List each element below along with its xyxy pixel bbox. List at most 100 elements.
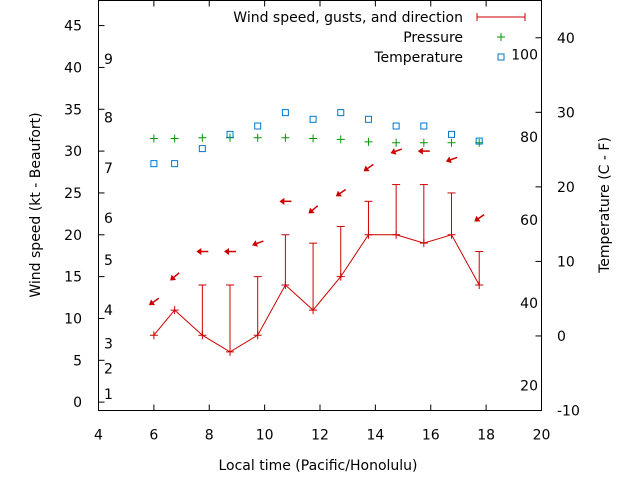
wind-arrow — [390, 148, 403, 155]
wind-arrow — [363, 163, 374, 172]
wind-direction-arrows — [148, 147, 485, 306]
wind-speed-point — [281, 280, 290, 289]
wind-speed-point — [170, 306, 179, 315]
wind-arrow — [252, 240, 264, 247]
wind-arrow — [148, 297, 160, 306]
wind-speed-point — [392, 230, 401, 239]
temperature-point — [448, 130, 456, 138]
wind-arrow-head — [148, 299, 156, 306]
x-tick-label: 6 — [149, 428, 158, 444]
pressure-point — [336, 135, 345, 144]
fahrenheit-tick-label: 80 — [520, 130, 538, 146]
wind-arrow-head — [224, 248, 230, 256]
wind-arrow — [279, 197, 292, 205]
x-tick-label: 12 — [311, 428, 329, 444]
celsius-tick-label: 40 — [557, 31, 575, 47]
y-tick-label: 25 — [64, 186, 82, 202]
right-celsius-labels: -10 0 10 20 30 40 — [557, 31, 580, 420]
x-tick-label: 8 — [205, 428, 214, 444]
temperature-point — [171, 160, 179, 168]
legend-label-pressure: Pressure — [403, 30, 463, 46]
beaufort-label: 9 — [104, 52, 113, 68]
fahrenheit-tick-label: 20 — [520, 379, 538, 395]
beaufort-label: 3 — [104, 337, 113, 353]
temperature-point — [420, 122, 428, 130]
x-axis-label: Local time (Pacific/Honolulu) — [218, 458, 417, 474]
wind-series — [149, 184, 484, 356]
x-tick-label: 14 — [366, 428, 384, 444]
wind-arrow — [196, 248, 209, 256]
x-tick-label: 18 — [477, 428, 495, 444]
beaufort-label: 2 — [104, 362, 113, 378]
y-tick-label: 35 — [64, 102, 82, 118]
legend-symbol-pressure — [497, 33, 505, 41]
wind-arrow — [417, 147, 430, 155]
legend: Wind speed, gusts, and direction Pressur… — [233, 10, 526, 66]
y-tick-label: 15 — [64, 270, 82, 286]
wind-arrow-head — [474, 215, 481, 222]
wind-arrow-head — [308, 207, 315, 214]
wind-arrow — [335, 188, 347, 197]
wind-arrow — [170, 272, 180, 281]
y-tick-label: 30 — [64, 144, 82, 160]
pressure-point — [170, 134, 179, 143]
pressure-point — [253, 133, 262, 142]
fahrenheit-tick-label: 100 — [511, 47, 538, 63]
y-tick-labels: 0 5 10 15 20 25 30 35 40 45 — [64, 19, 82, 412]
fahrenheit-tick-label: 60 — [520, 213, 538, 229]
celsius-tick-label: 0 — [557, 329, 566, 345]
temperature-series — [150, 109, 483, 168]
wind-arrow-head — [417, 147, 423, 155]
temperature-point — [337, 109, 345, 117]
plot-frame — [98, 0, 542, 411]
legend-symbols — [476, 13, 526, 61]
pressure-series — [149, 133, 484, 147]
beaufort-label: 4 — [104, 303, 113, 319]
legend-label-wind: Wind speed, gusts, and direction — [233, 10, 463, 26]
beaufort-label: 1 — [104, 387, 113, 403]
pressure-point — [419, 138, 428, 147]
x-tick-label: 16 — [422, 428, 440, 444]
pressure-point — [447, 138, 456, 147]
x-tick-label: 4 — [94, 428, 103, 444]
y-tick-label: 20 — [64, 228, 82, 244]
pressure-point — [392, 138, 401, 147]
wind-speed-point — [253, 331, 262, 340]
wind-speed-point — [364, 230, 373, 239]
wind-speed-point — [309, 306, 318, 315]
wind-arrow-head — [252, 240, 258, 247]
temperature-point — [392, 122, 400, 130]
wind-arrow-head — [279, 197, 285, 205]
temperature-point — [475, 137, 483, 145]
wind-speed-point — [419, 239, 428, 248]
celsius-tick-label: 20 — [557, 180, 575, 196]
beaufort-labels: 1 2 3 4 5 6 7 8 9 — [104, 52, 113, 403]
pressure-point — [309, 134, 318, 143]
temperature-point — [226, 130, 234, 138]
temperature-point — [309, 115, 317, 123]
pressure-point — [364, 137, 373, 146]
y-tick-label: 0 — [73, 395, 82, 411]
wind-arrow-head — [363, 165, 370, 172]
wind-speed-point — [447, 230, 456, 239]
right-fahrenheit-labels: 20 40 60 80 100 — [511, 47, 538, 394]
temperature-point — [150, 160, 158, 168]
x-tick-labels: 4 6 8 10 12 14 16 18 20 — [94, 428, 550, 444]
celsius-tick-label: -10 — [557, 404, 580, 420]
axis-ticks — [98, 0, 542, 411]
beaufort-label: 5 — [104, 253, 113, 269]
wind-speed-point — [149, 331, 158, 340]
y-tick-label: 45 — [64, 19, 82, 35]
x-tick-label: 20 — [533, 428, 551, 444]
beaufort-label: 8 — [104, 111, 113, 127]
celsius-tick-label: 10 — [557, 254, 575, 270]
wind-arrow-head — [170, 274, 177, 281]
wind-arrow-head — [335, 190, 342, 197]
y-axis-label-right: Temperature (C - F) — [597, 137, 613, 274]
x-tick-label: 10 — [256, 428, 274, 444]
wind-arrow — [445, 156, 458, 164]
y-tick-label: 10 — [64, 311, 82, 327]
legend-symbol-temperature — [497, 53, 505, 61]
pressure-point — [198, 133, 207, 142]
